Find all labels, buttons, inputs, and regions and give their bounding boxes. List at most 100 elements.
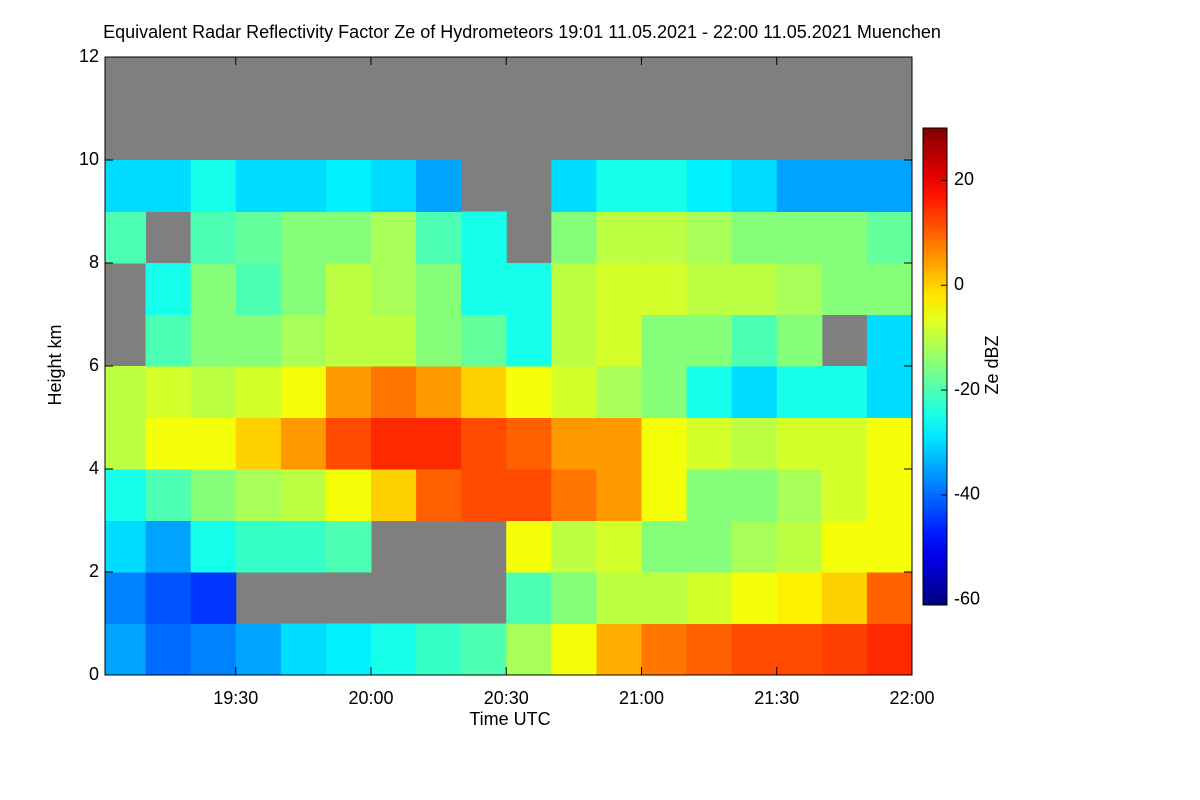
heat-cell (731, 417, 778, 470)
heat-cell (821, 366, 868, 418)
x-tick-label: 20:00 (348, 688, 393, 708)
heat-cell (145, 572, 192, 624)
heat-cell (866, 366, 913, 418)
heat-cell (280, 314, 327, 367)
heat-cell (821, 417, 868, 470)
heat-cell (235, 469, 282, 521)
colorbar-tick-label: 0 (954, 274, 964, 294)
heat-cell (370, 263, 417, 315)
heat-cell (370, 469, 417, 521)
heat-cell (821, 520, 868, 573)
heat-cell (461, 469, 507, 521)
heat-cell (506, 520, 552, 573)
heat-cell (821, 263, 868, 315)
heat-cell (145, 366, 192, 418)
heat-cell (190, 263, 237, 315)
heat-cell (641, 211, 688, 264)
heat-cell (235, 263, 282, 315)
heat-cell (731, 314, 778, 367)
x-tick-label: 21:30 (754, 688, 799, 708)
heat-cell (190, 469, 237, 521)
heat-cell (866, 314, 913, 367)
heat-cell (686, 623, 733, 676)
heat-cell (551, 417, 597, 470)
heat-cell (686, 417, 733, 470)
heat-cell (776, 314, 823, 367)
heat-cell (641, 469, 688, 521)
heat-cell (776, 366, 823, 418)
heat-cell (325, 160, 372, 212)
heat-cell (190, 314, 237, 367)
heat-cell (325, 520, 372, 573)
heat-cell (105, 469, 147, 521)
heat-cell (596, 314, 642, 367)
heat-cell (596, 520, 642, 573)
heat-cell (105, 211, 147, 264)
heat-cell (866, 263, 913, 315)
heat-cell (105, 520, 147, 573)
heat-cell (235, 520, 282, 573)
heat-cell (145, 314, 192, 367)
heat-cell (506, 623, 552, 676)
heat-cell (776, 160, 823, 212)
heat-cell (416, 417, 462, 470)
y-tick-label: 2 (89, 561, 99, 581)
y-tick-label: 8 (89, 252, 99, 272)
heat-cell (776, 469, 823, 521)
heat-cell (280, 160, 327, 212)
heat-cell (821, 211, 868, 264)
heat-cell (370, 366, 417, 418)
heat-cell (731, 263, 778, 315)
heat-cell (416, 211, 462, 264)
heat-cell (506, 469, 552, 521)
heat-cell (325, 417, 372, 470)
heat-cell (596, 469, 642, 521)
heat-cell (596, 160, 642, 212)
heat-cell (280, 417, 327, 470)
heat-cell (145, 263, 192, 315)
heat-cell (686, 211, 733, 264)
heat-cell (325, 469, 372, 521)
heat-cell (416, 160, 462, 212)
heat-cell (506, 417, 552, 470)
heat-cell (551, 469, 597, 521)
heat-cell (145, 623, 192, 676)
heat-cell (190, 623, 237, 676)
heat-cell (731, 469, 778, 521)
heat-cell (596, 623, 642, 676)
heat-cell (461, 263, 507, 315)
heat-cell (370, 314, 417, 367)
heat-cell (280, 520, 327, 573)
heat-cell (551, 572, 597, 624)
heat-cell (506, 366, 552, 418)
heat-cell (190, 520, 237, 573)
heat-cell (461, 211, 507, 264)
heat-cell (461, 417, 507, 470)
heat-cell (105, 623, 147, 676)
heat-cell (596, 366, 642, 418)
y-tick-label: 6 (89, 355, 99, 375)
heat-cell (686, 314, 733, 367)
heat-cell (776, 211, 823, 264)
heat-cell (731, 211, 778, 264)
heat-cell (416, 469, 462, 521)
heat-cell (145, 469, 192, 521)
heat-cell (190, 417, 237, 470)
heat-cell (416, 623, 462, 676)
heat-cell (325, 211, 372, 264)
heat-cell (190, 572, 237, 624)
heat-cell (461, 314, 507, 367)
heat-cell (325, 263, 372, 315)
x-tick-label: 21:00 (619, 688, 664, 708)
heat-cell (821, 160, 868, 212)
heat-cell (596, 417, 642, 470)
heat-cell (190, 366, 237, 418)
chart-title: Equivalent Radar Reflectivity Factor Ze … (103, 22, 941, 42)
heat-cell (641, 572, 688, 624)
heat-cell (551, 314, 597, 367)
heat-cell (105, 572, 147, 624)
heat-cell (105, 417, 147, 470)
heat-cell (686, 160, 733, 212)
heat-cell (776, 263, 823, 315)
